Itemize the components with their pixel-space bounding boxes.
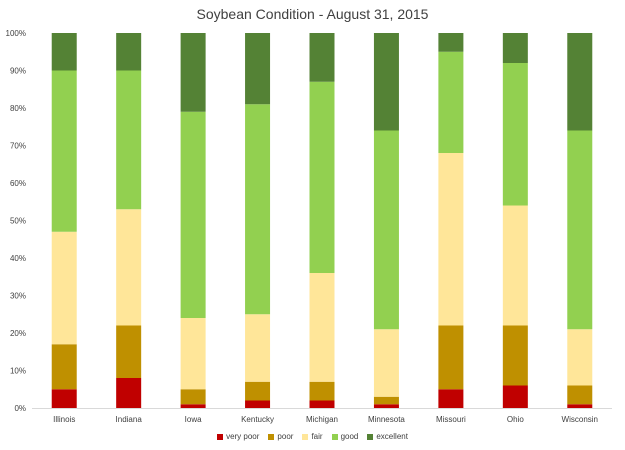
bar-segment-excellent [373, 33, 399, 131]
legend-swatch [268, 433, 275, 440]
bar-segment-very-poor [180, 404, 206, 408]
y-tick-label: 70% [10, 142, 26, 151]
bar-segment-poor [502, 325, 528, 386]
bar-segment-very-poor [438, 389, 464, 408]
legend-label: poor [277, 432, 294, 441]
bar-segment-poor [567, 385, 593, 405]
bar-segment-poor [438, 325, 464, 390]
legend-swatch [217, 433, 224, 440]
bar-segment-poor [116, 325, 142, 378]
bar-segment-poor [373, 396, 399, 405]
legend-swatch [331, 433, 338, 440]
x-tick-label: Indiana [116, 415, 143, 424]
bar-segment-good [438, 51, 464, 153]
x-tick-label: Minnesota [368, 415, 405, 424]
legend: very poor poor fair good excellent [0, 432, 625, 441]
x-tick-label: Illinois [53, 415, 75, 424]
bar-segment-excellent [245, 33, 271, 105]
bar-segment-fair [373, 329, 399, 397]
bar-segment-good [180, 111, 206, 318]
bar-segment-poor [309, 381, 335, 401]
legend-item: very poor [217, 432, 259, 441]
bar-segment-good [116, 70, 142, 210]
bar-segment-good [373, 130, 399, 330]
bar-segment-very-poor [116, 378, 142, 408]
y-tick-label: 30% [10, 292, 26, 301]
bar-segment-good [309, 81, 335, 273]
y-tick-label: 10% [10, 367, 26, 376]
legend-item: fair [302, 432, 323, 441]
bar-segment-very-poor [309, 400, 335, 408]
bar-segment-fair [438, 153, 464, 326]
bar-segment-fair [116, 209, 142, 326]
bar-segment-excellent [51, 33, 77, 71]
bar-segment-excellent [567, 33, 593, 131]
chart-title: Soybean Condition - August 31, 2015 [196, 6, 429, 22]
bar-segment-poor [180, 389, 206, 405]
bar-segment-good [502, 63, 528, 206]
bar-segment-poor [51, 344, 77, 390]
bar-segment-poor [245, 381, 271, 401]
y-tick-label: 60% [10, 179, 26, 188]
bar-segment-fair [502, 205, 528, 326]
legend-label: very poor [226, 432, 260, 441]
x-tick-label: Missouri [436, 415, 466, 424]
bar-segment-fair [51, 231, 77, 345]
x-tick-label: Ohio [507, 415, 524, 424]
legend-swatch [302, 433, 309, 440]
bar-segment-fair [180, 318, 206, 390]
bar-segment-very-poor [373, 404, 399, 408]
bar-segment-excellent [116, 33, 142, 71]
y-tick-labels: 0% 10% 20% 30% 40% 50% 60% 70% 80% 90% 100% [6, 29, 26, 413]
bar-segment-good [51, 70, 77, 232]
bar-segment-excellent [438, 33, 464, 52]
y-tick-label: 50% [10, 217, 26, 226]
y-tick-label: 40% [10, 254, 26, 263]
legend-item: excellent [367, 432, 408, 441]
y-tick-label: 80% [10, 104, 26, 113]
bar-segment-excellent [180, 33, 206, 112]
bar-segment-very-poor [51, 389, 77, 408]
x-tick-label: Kentucky [241, 415, 274, 424]
bar-segment-very-poor [245, 400, 271, 408]
legend-swatch [367, 433, 374, 440]
bar-segment-good [567, 130, 593, 330]
x-tick-label: Michigan [306, 415, 338, 424]
x-tick-label: Wisconsin [562, 415, 598, 424]
x-tick-labels: Illinois Indiana Iowa Kentucky Michigan Minne… [53, 415, 598, 424]
legend-label: fair [311, 432, 323, 441]
bar-stacks [51, 33, 593, 408]
bar-segment-fair [245, 314, 271, 382]
legend-item: poor [268, 432, 293, 441]
bar-segment-very-poor [567, 404, 593, 408]
bar-segment-excellent [309, 33, 335, 82]
legend-label: excellent [376, 432, 408, 441]
bar-segment-very-poor [502, 385, 528, 408]
legend-item: good [331, 432, 359, 441]
y-tick-label: 20% [10, 329, 26, 338]
legend-label: good [340, 432, 359, 441]
bar-segment-good [245, 104, 271, 315]
y-tick-label: 90% [10, 67, 26, 76]
bar-segment-fair [567, 329, 593, 386]
y-tick-label: 100% [6, 29, 26, 38]
bar-segment-excellent [502, 33, 528, 63]
bar-segment-fair [309, 273, 335, 382]
x-tick-label: Iowa [185, 415, 202, 424]
y-tick-label: 0% [14, 404, 26, 413]
